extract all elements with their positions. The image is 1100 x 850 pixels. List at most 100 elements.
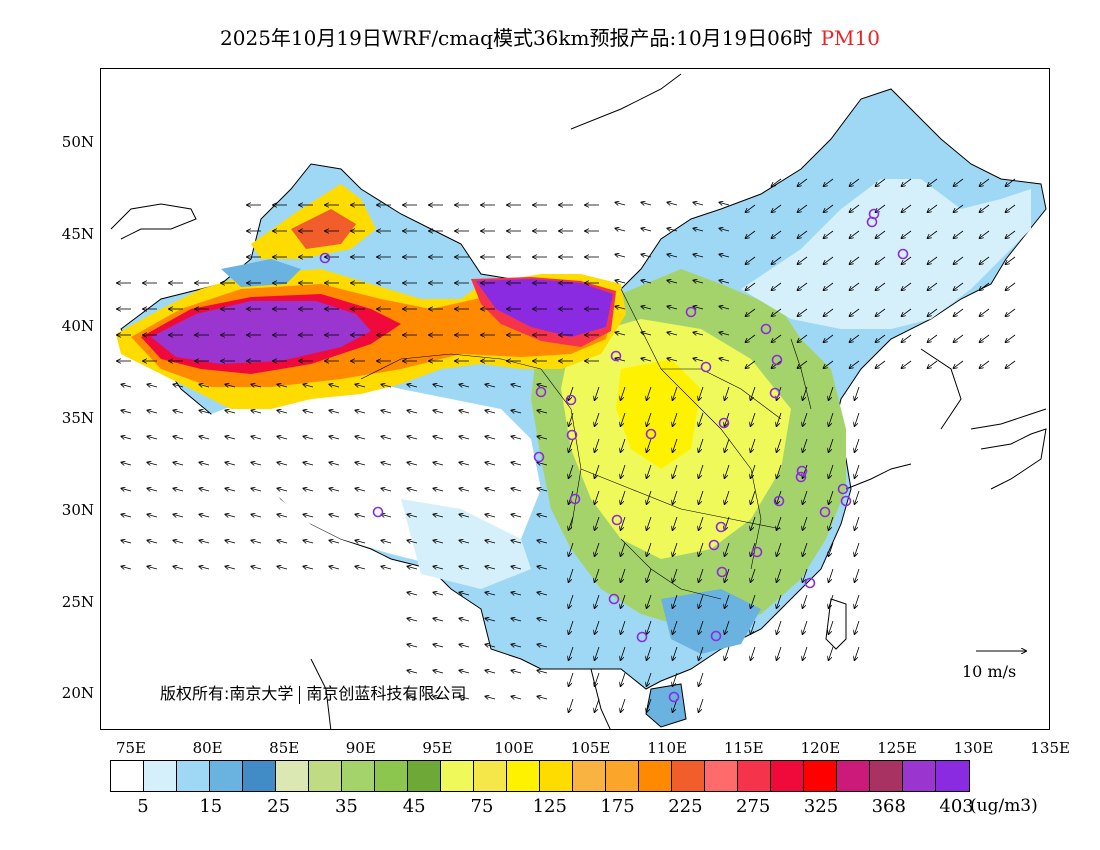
wind-arrow xyxy=(693,306,704,309)
wind-arrow xyxy=(595,516,600,530)
wind-arrow xyxy=(829,542,834,556)
legend-swatch xyxy=(672,761,705,791)
wind-arrow xyxy=(433,514,444,517)
wind-arrow xyxy=(745,282,756,290)
legend-swatch xyxy=(507,761,540,791)
wind-arrow xyxy=(823,334,834,342)
wind-arrow xyxy=(595,438,600,452)
wind-arrow xyxy=(777,542,782,556)
wind-arrow xyxy=(641,202,652,205)
wind-arrow xyxy=(699,438,704,452)
wind-arrow xyxy=(953,308,964,316)
lon-tick-label: 135E xyxy=(1030,739,1070,757)
lon-tick-label: 90E xyxy=(345,739,376,757)
wind-arrow xyxy=(725,594,730,608)
city-marker xyxy=(837,483,849,495)
city-marker xyxy=(608,593,620,605)
wind-arrow xyxy=(537,436,548,439)
wind-arrow xyxy=(511,592,522,595)
pm10-field-map xyxy=(110,73,1047,729)
city-marker xyxy=(319,252,331,264)
lon-tick-label: 130E xyxy=(953,739,994,757)
city-markers xyxy=(319,208,909,703)
city-marker xyxy=(533,451,545,463)
wind-arrow xyxy=(595,672,600,686)
city-marker xyxy=(796,465,808,477)
wind-arrow xyxy=(641,306,652,309)
wind-arrow xyxy=(699,568,704,582)
legend-swatch xyxy=(870,761,903,791)
wind-arrow xyxy=(595,542,600,556)
wind-arrow xyxy=(569,542,574,556)
wind-arrow xyxy=(173,566,184,569)
legend-swatch xyxy=(936,761,969,791)
wind-arrow xyxy=(303,540,314,543)
wind-arrow xyxy=(433,696,444,699)
wind-arrow xyxy=(251,462,262,465)
wind-arrow xyxy=(615,306,626,309)
wind-arrow xyxy=(621,594,626,608)
wind-arrow xyxy=(1005,308,1016,316)
wind-arrow xyxy=(673,412,678,426)
wind-arrow xyxy=(147,410,158,413)
wind-arrow xyxy=(433,384,444,387)
wind-arrow xyxy=(647,438,652,452)
wind-arrow xyxy=(823,360,834,368)
wind-arrow xyxy=(641,358,652,361)
wind-arrow xyxy=(595,412,600,426)
map-panel[interactable] xyxy=(100,68,1050,730)
wind-arrow xyxy=(771,282,782,290)
city-marker xyxy=(868,208,880,220)
wind-arrow xyxy=(719,306,730,309)
lon-tick-label: 115E xyxy=(724,739,764,757)
city-marker xyxy=(668,691,680,703)
wind-arrow xyxy=(803,594,808,608)
wind-arrow xyxy=(173,488,184,491)
wind-arrow xyxy=(251,566,262,569)
lon-tick-label: 75E xyxy=(115,739,147,757)
wind-arrow xyxy=(803,620,808,634)
wind-arrow xyxy=(621,620,626,634)
wind-arrow xyxy=(725,620,730,634)
wind-arrow xyxy=(147,514,158,517)
wind-arrow xyxy=(699,646,704,660)
legend-swatch xyxy=(474,761,507,791)
wind-arrow xyxy=(719,280,730,283)
wind-arrow xyxy=(121,436,132,439)
wind-arrow xyxy=(537,514,548,517)
wind-arrow xyxy=(355,514,366,517)
wind-arrow xyxy=(277,488,288,491)
wind-arrow xyxy=(719,254,730,257)
wind-arrow xyxy=(777,516,782,530)
wind-arrow xyxy=(777,620,782,634)
wind-arrow xyxy=(433,670,444,673)
wind-arrow xyxy=(771,204,782,212)
wind-arrow xyxy=(855,516,860,530)
wind-arrow xyxy=(751,516,756,530)
wind-arrow xyxy=(823,256,834,264)
wind-arrow xyxy=(121,540,132,543)
wind-arrow xyxy=(433,462,444,465)
wind-arrow xyxy=(173,540,184,543)
legend-tick-label: 5 xyxy=(137,796,149,817)
wind-arrow xyxy=(407,384,418,387)
wind-arrow xyxy=(485,566,496,569)
city-marker xyxy=(565,394,577,406)
wind-arrow xyxy=(803,438,808,452)
wind-arrow xyxy=(407,566,418,569)
wind-arrow xyxy=(673,594,678,608)
wind-arrow xyxy=(875,282,886,290)
wind-arrow xyxy=(699,542,704,556)
wind-arrow xyxy=(797,308,808,316)
wind-arrow xyxy=(277,384,288,387)
wind-arrow xyxy=(251,410,262,413)
wind-arrow xyxy=(537,540,548,543)
wind-arrow xyxy=(771,308,782,316)
wind-arrow xyxy=(699,672,704,686)
wind-arrow xyxy=(725,646,730,660)
wind-arrow xyxy=(979,204,990,212)
wind-arrow xyxy=(615,202,626,205)
wind-arrow xyxy=(329,384,340,387)
wind-arrow xyxy=(381,540,392,543)
wind-arrow xyxy=(511,410,522,413)
